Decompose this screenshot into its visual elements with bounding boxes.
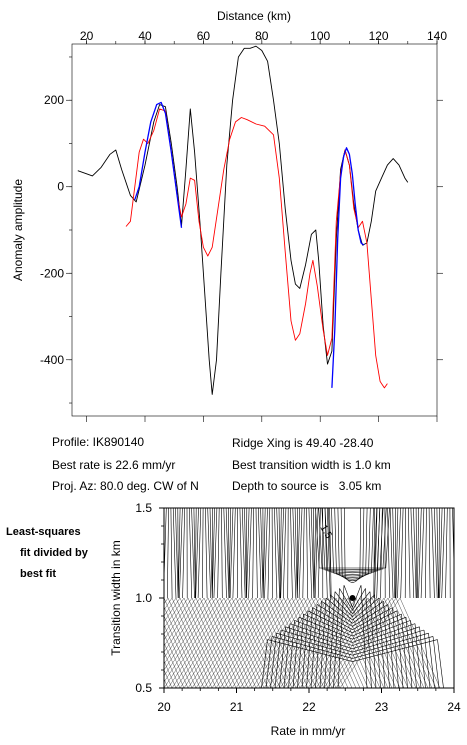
contour-line bbox=[334, 508, 371, 578]
profile-chart: Distance (km) Anomaly amplitude 20 40 60… bbox=[11, 9, 447, 422]
contour-line bbox=[321, 508, 384, 572]
contour-line bbox=[306, 607, 399, 688]
misfit-x-tick-label: 23 bbox=[375, 700, 389, 714]
profile-id-text: Profile: IK890140 bbox=[52, 435, 144, 449]
side-label-line: best fit bbox=[20, 568, 56, 580]
contour-line bbox=[333, 588, 372, 688]
misfit-y-tick-label: 1.0 bbox=[135, 591, 152, 605]
misfit-plot-frame bbox=[163, 507, 455, 689]
profile-y-tick-label: 200 bbox=[44, 93, 64, 107]
profile-x-tick-label: 40 bbox=[138, 29, 152, 43]
profile-tick-marks bbox=[66, 38, 443, 422]
misfit-x-ticks: 20 21 22 23 24 bbox=[157, 700, 461, 714]
misfit-contour-lines bbox=[164, 508, 454, 688]
profile-y-tick-label: 0 bbox=[57, 180, 64, 194]
contour-line bbox=[337, 585, 368, 688]
contour-line bbox=[164, 508, 454, 599]
misfit-y-ticks: 0.5 1.0 1.5 bbox=[135, 501, 152, 695]
side-label-line: Least-squares bbox=[6, 526, 81, 538]
contour-line bbox=[288, 620, 417, 688]
side-label-line: fit divided by bbox=[20, 547, 89, 559]
misfit-x-tick-label: 22 bbox=[302, 700, 316, 714]
contour-line bbox=[315, 508, 390, 569]
misfit-y-axis-label: Transition width in km bbox=[109, 540, 123, 656]
profile-series-line bbox=[77, 45, 409, 395]
misfit-x-tick-label: 21 bbox=[230, 700, 244, 714]
misfit-x-axis-label: Rate in mm/yr bbox=[271, 724, 346, 738]
contour-line bbox=[315, 600, 390, 688]
profile-y-ticks: 200 0 -200 -400 bbox=[40, 93, 64, 367]
misfit-x-tick-label: 24 bbox=[447, 700, 461, 714]
best-fit-marker bbox=[349, 595, 356, 601]
contour-line bbox=[297, 613, 408, 688]
profile-y-axis-label: Anomaly amplitude bbox=[11, 179, 25, 281]
contour-line bbox=[331, 508, 374, 577]
contour-line bbox=[265, 636, 440, 688]
profile-y-tick-label: -200 bbox=[40, 266, 64, 280]
misfit-side-label: Least-squares fit divided by best fit bbox=[6, 526, 89, 580]
profile-series bbox=[77, 45, 409, 395]
contour-line bbox=[328, 591, 377, 688]
profile-y-tick-label: -400 bbox=[40, 353, 64, 367]
contour-line bbox=[328, 508, 377, 575]
profile-plot-frame bbox=[71, 43, 438, 417]
misfit-tick-marks bbox=[159, 507, 455, 693]
profile-x-tick-label: 80 bbox=[255, 29, 269, 43]
profile-series-line bbox=[134, 101, 365, 388]
misfit-chart: 1.5 Rate in mm/yr Transition width in km… bbox=[109, 501, 461, 738]
misfit-y-tick-label: 0.5 bbox=[135, 681, 152, 695]
contour-line bbox=[261, 639, 444, 688]
profile-info: Profile: IK890140 Best rate is 22.6 mm/y… bbox=[52, 435, 391, 493]
ridge-crossing-text: Ridge Xing is 49.40 -28.40 bbox=[232, 436, 374, 450]
contour-line bbox=[274, 629, 431, 688]
profile-x-tick-label: 120 bbox=[369, 29, 389, 43]
contour-line bbox=[324, 508, 381, 574]
contour-line bbox=[301, 610, 404, 688]
contour-line bbox=[283, 623, 422, 688]
contour-line bbox=[292, 616, 413, 688]
contour-line bbox=[270, 632, 435, 688]
contour-line bbox=[318, 508, 387, 570]
best-transition-width-text: Best transition width is 1.0 km bbox=[232, 458, 391, 472]
contour-line bbox=[324, 594, 381, 688]
depth-to-source-text: Depth to source is 3.05 km bbox=[232, 479, 381, 493]
profile-x-axis-label: Distance (km) bbox=[217, 9, 291, 23]
profile-x-tick-label: 20 bbox=[80, 29, 94, 43]
misfit-y-tick-label: 1.5 bbox=[135, 501, 152, 515]
profile-x-tick-label: 60 bbox=[197, 29, 211, 43]
misfit-x-tick-label: 20 bbox=[157, 700, 171, 714]
profile-x-tick-label: 140 bbox=[427, 29, 447, 43]
profile-x-tick-label: 100 bbox=[310, 29, 330, 43]
projection-azimuth-text: Proj. Az: 80.0 deg. CW of N bbox=[52, 479, 199, 493]
profile-x-ticks: 20 40 60 80 100 120 140 bbox=[80, 29, 447, 43]
contour-line bbox=[310, 604, 395, 688]
best-rate-text: Best rate is 22.6 mm/yr bbox=[52, 458, 175, 472]
contour-line bbox=[279, 626, 426, 688]
